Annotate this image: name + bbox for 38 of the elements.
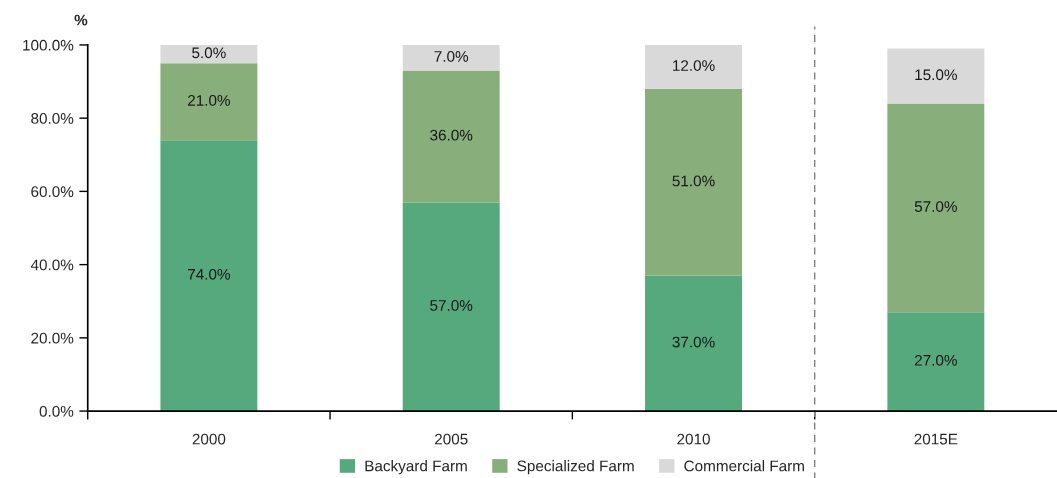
legend-label: Commercial Farm — [684, 460, 804, 472]
data-label: 37.0% — [672, 336, 715, 348]
bar — [887, 48, 985, 104]
data-label: 7.0% — [434, 51, 469, 62]
x-tick-label: 2005 — [434, 433, 468, 445]
bar — [160, 63, 258, 141]
y-tick-label: 80.0% — [31, 113, 74, 124]
bar — [645, 44, 742, 89]
bar — [402, 70, 500, 203]
legend-label: Backyard Farm — [365, 460, 467, 475]
bar — [402, 44, 500, 71]
data-label: 74.0% — [188, 268, 231, 280]
x-tick-label: 2015E — [914, 433, 958, 445]
bar — [645, 88, 742, 276]
data-label: 15.0% — [915, 69, 957, 81]
bar — [160, 44, 258, 64]
data-label: 51.0% — [672, 175, 715, 187]
data-label: 5.0% — [192, 47, 226, 59]
y-axis-title: % — [74, 14, 88, 26]
y-tick-label: 0.0% — [39, 405, 74, 417]
bar — [887, 312, 985, 412]
x-tick-label: 2000 — [192, 433, 226, 445]
y-tick-label: 60.0% — [31, 186, 74, 198]
data-label: 21.0% — [188, 94, 231, 106]
legend-label: Specialized Farm — [517, 460, 634, 475]
data-label: 57.0% — [430, 300, 473, 311]
bar — [645, 275, 742, 412]
y-tick-label: 20.0% — [31, 332, 74, 344]
bar — [402, 202, 500, 412]
bar — [160, 140, 258, 412]
data-label: 12.0% — [673, 60, 715, 71]
bar — [887, 103, 985, 313]
y-tick-label: 100.0% — [23, 39, 74, 51]
x-tick-label: 2010 — [677, 433, 710, 445]
data-label: 27.0% — [914, 354, 957, 366]
y-tick-label: 40.0% — [30, 259, 74, 271]
data-label: 57.0% — [914, 201, 957, 212]
data-label: 36.0% — [430, 129, 473, 141]
